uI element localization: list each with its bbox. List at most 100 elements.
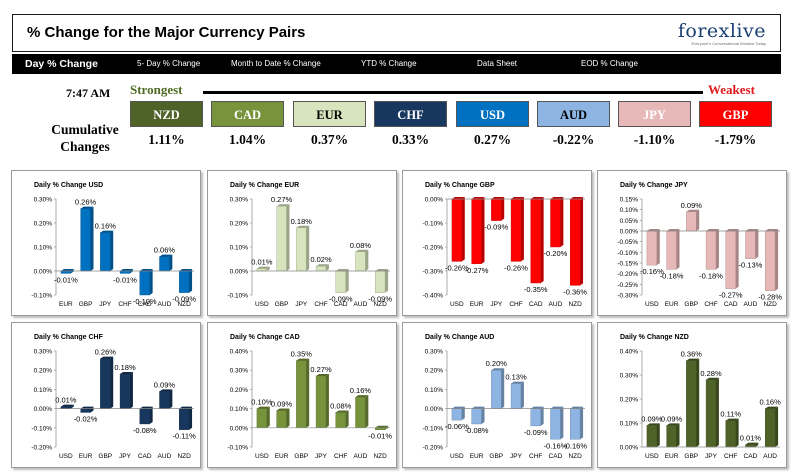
chart-title: Daily % Change JPY [620,182,688,189]
currency-box-jpy: JPY -1.10% [618,101,691,153]
data-label: -0.18% [660,271,684,280]
bar-side [656,423,660,447]
bar-front [335,270,346,293]
x-category-label: CAD [138,453,152,460]
data-label: 0.36% [681,350,703,359]
bar-top [550,197,564,199]
bar-usd [451,197,465,262]
chart-panel-usd: Daily % Change USD 0.30% 0.20% 0.10% 0.00% -0… [11,170,201,316]
bar-front [725,420,736,448]
x-category-label: NZD [177,301,191,308]
currency-change-value: -1.79% [714,132,757,147]
nav-month-to-date-change[interactable]: Month to Date % Change [231,59,321,68]
bar-side [481,197,485,264]
data-label: 0.09% [154,380,176,389]
chart-title: Daily % Change CAD [230,334,300,341]
x-category-label: CHF [724,453,737,460]
y-tick-label: 0.10% [230,245,249,252]
bar-jpy [315,373,329,428]
bar-front [179,408,190,430]
bar-chf [530,406,544,427]
bar-side [580,406,584,440]
x-category-label: GBP [684,301,698,308]
bar-gbp [686,358,700,448]
data-label: -0.01% [113,275,137,284]
data-label: 0.02% [310,255,332,264]
y-tick-label: 0.20% [230,221,249,228]
y-tick-label: 0.00% [34,269,53,276]
x-category-label: CAD [549,453,563,460]
bar-usd [646,423,660,448]
bar-top [296,358,310,361]
bar-top [256,406,270,409]
bar-nzd [765,229,779,291]
bar-top [159,389,173,392]
bar-side [385,269,389,293]
data-label: -0.09% [368,295,392,304]
y-tick-label: 0.30% [230,368,249,375]
data-label: -0.13% [739,261,763,270]
bar-front [296,360,307,428]
bar-front [60,270,71,274]
currency-box-nzd: NZD 1.11% [130,101,203,153]
bar-top [276,204,290,207]
bar-nzd [375,425,389,430]
nav-5day-change[interactable]: 5- Day % Change [137,59,201,68]
x-category-label: AUD [158,301,172,308]
bar-side [266,406,270,428]
bar-chart: Daily % Change AUD 0.30% 0.20% 0.10% 0.00% -0… [422,334,587,460]
x-category-label: JPY [99,301,112,308]
data-label: -0.27% [465,266,489,275]
logo-tagline: Everyone's Conversational Window Today [691,41,766,46]
forexlive-logo[interactable]: forexlive Everyone's Conversational Wind… [678,20,766,46]
bar-top [745,442,759,445]
bar-top [375,269,389,271]
bar-front [471,408,482,425]
x-category-label: CAD [724,301,738,308]
bar-side [715,377,719,447]
nav-day-change[interactable]: Day % Change [25,58,98,70]
chart-panel-gbp: Daily % Change GBP 0.00% -0.10% -0.20% -0.30… [402,170,592,316]
data-label: -0.06% [445,422,469,431]
cumulative-label-line1: Cumulative [51,122,119,137]
bar-gbp [686,209,700,232]
bar-top [511,197,524,199]
bar-gbp [80,206,94,272]
x-category-label: CHF [118,301,131,308]
bar-top [471,197,485,199]
bar-eur [471,406,485,425]
bar-front [276,206,287,272]
bar-side [90,406,94,413]
nav-eod-change[interactable]: EOD % Change [581,59,638,68]
data-label: 0.16% [95,222,117,231]
x-category-label: AUD [354,301,368,308]
bar-front [765,230,776,291]
y-tick-label: 0.30% [620,373,639,380]
bar-side [715,229,719,270]
y-tick-label: 0.00% [230,425,249,432]
bar-top [491,197,505,199]
bar-cad [139,269,153,296]
y-tick-label: -0.20% [31,445,52,452]
x-category-label: JPY [705,453,718,460]
bar-side [520,381,524,409]
bar-aud [159,254,173,272]
x-category-label: GBP [275,301,289,308]
bar-front [491,370,502,409]
x-category-label: EUR [665,453,679,460]
nav-ytd-change[interactable]: YTD % Change [361,59,417,68]
bar-side [345,269,349,293]
bar-front [725,230,736,289]
currency-code: CHF [374,101,447,127]
bar-top [725,418,739,421]
nav-data-sheet[interactable]: Data Sheet [477,59,518,68]
x-category-label: CAD [138,301,152,308]
x-category-label: CHF [314,301,327,308]
currency-code: CAD [211,101,284,127]
bar-front [686,360,697,448]
y-tick-label: -0.10% [31,293,52,300]
bar-front [159,391,170,409]
x-category-label: GBP [684,453,698,460]
y-tick-label: -0.25% [617,282,638,289]
bar-front [315,375,327,428]
